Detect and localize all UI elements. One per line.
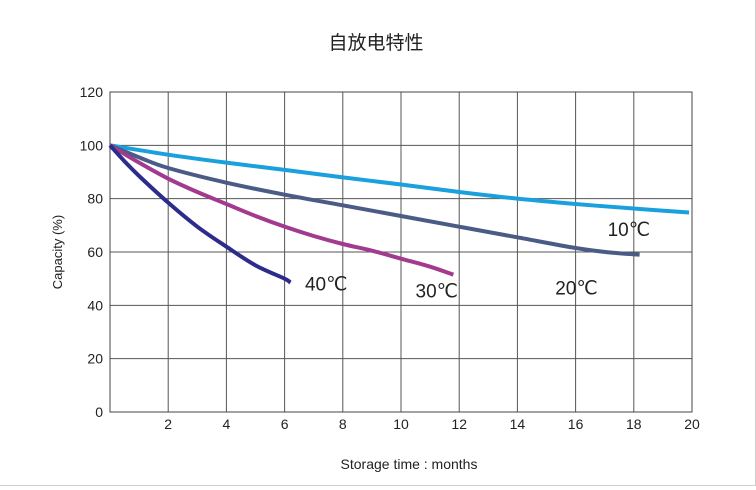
x-tick-label: 6 (281, 416, 289, 432)
x-tick-label: 20 (684, 416, 700, 432)
series-labels: 10℃ 20℃ 30℃ 40℃ (305, 220, 650, 302)
x-tick-label: 14 (510, 416, 526, 432)
series-label: 40℃ (305, 275, 347, 296)
y-tick-label: 80 (87, 191, 103, 207)
chart-title: 自放电特性 (328, 32, 423, 54)
series-label: 10℃ (608, 220, 650, 241)
x-axis-label: Storage time : months (341, 456, 478, 472)
y-tick-label: 40 (87, 297, 103, 313)
y-tick-label: 20 (87, 351, 103, 367)
series-line-4 (108, 143, 292, 285)
y-tick-label: 60 (87, 244, 103, 260)
series-line-3 (108, 143, 455, 277)
x-tick-label: 4 (223, 416, 231, 432)
x-tick-label: 16 (568, 416, 584, 432)
y-tick-label: 120 (80, 84, 104, 100)
y-axis: 0 20 40 60 80 100 120 (80, 84, 104, 420)
series-label: 20℃ (555, 279, 597, 300)
x-tick-label: 18 (626, 416, 642, 432)
series-line-2 (109, 143, 640, 257)
x-tick-label: 8 (339, 416, 347, 432)
series-label: 30℃ (416, 281, 458, 302)
x-tick-label: 12 (451, 416, 467, 432)
x-tick-label: 10 (393, 416, 409, 432)
y-tick-label: 100 (80, 137, 104, 153)
plot-frame (109, 91, 693, 413)
x-axis: 2 4 6 8 10 12 14 16 18 20 (164, 416, 700, 432)
series-group (108, 143, 690, 285)
y-axis-label: Capacity (%) (50, 215, 65, 289)
y-tick-label: 0 (95, 404, 103, 420)
series-line-1 (109, 143, 690, 215)
x-tick-label: 2 (164, 416, 172, 432)
